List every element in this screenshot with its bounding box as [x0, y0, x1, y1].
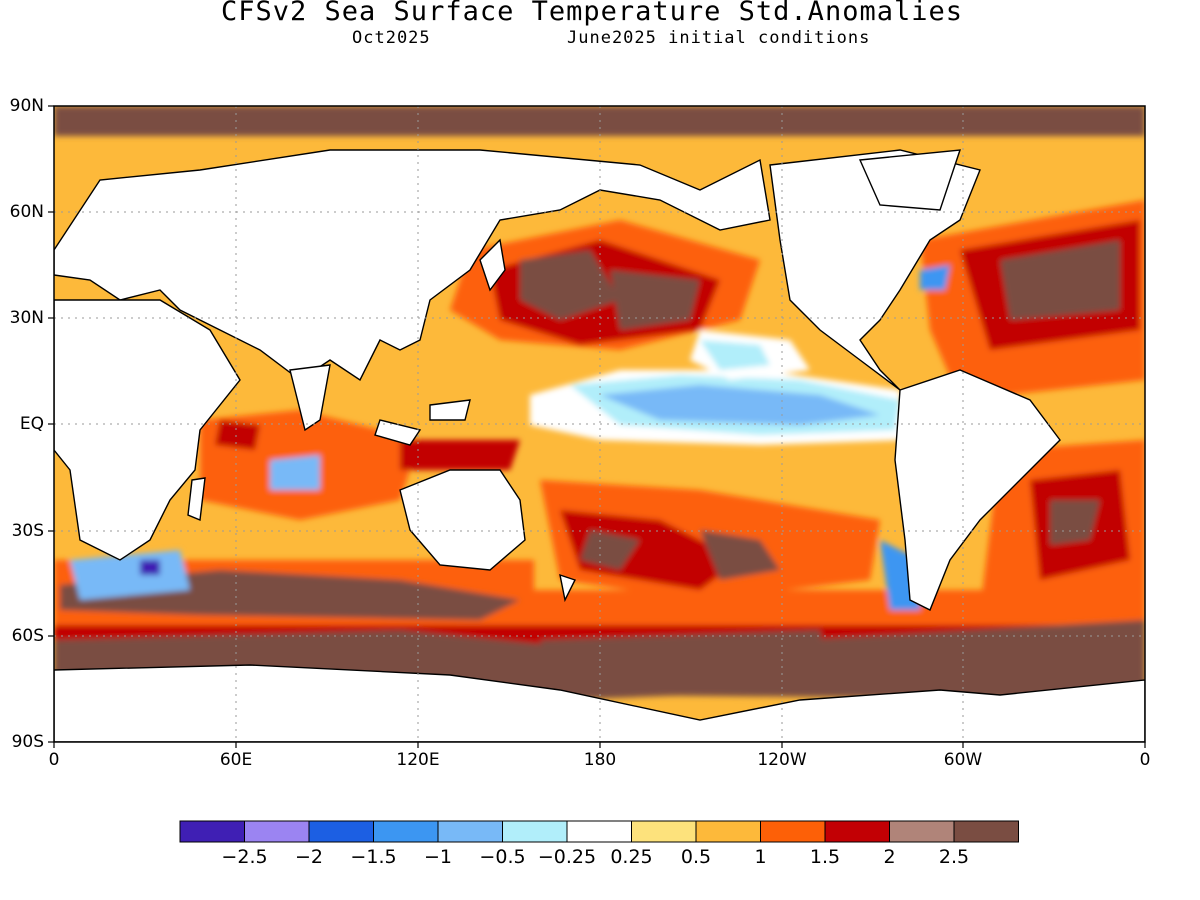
lat-label-90s: 90S — [11, 732, 44, 752]
colorbar-swatch — [760, 820, 826, 843]
lon-label-60w: 60W — [943, 750, 983, 770]
colorbar-label: 0.5 — [680, 846, 712, 868]
lon-label-120e: 120E — [396, 750, 440, 770]
lon-label-120w: 120W — [757, 750, 807, 770]
colorbar-label: −2.5 — [221, 846, 268, 868]
lat-label-90n: 90N — [9, 96, 44, 116]
graticule — [54, 106, 1145, 742]
colorbar-swatch — [824, 820, 890, 843]
lon-label-180: 180 — [583, 750, 617, 770]
colorbar-swatch — [179, 820, 245, 843]
colorbar-label: −0.5 — [479, 846, 526, 868]
colorbar-label: −2 — [294, 846, 324, 868]
lat-label-eq: EQ — [19, 414, 44, 434]
colorbar-swatch — [695, 820, 761, 843]
lat-label-60n: 60N — [9, 202, 44, 222]
colorbar-label: −0.25 — [537, 846, 597, 868]
land-masses — [54, 149, 1145, 742]
colorbar-label: 2.5 — [938, 846, 970, 868]
lon-label-60e: 60E — [219, 750, 253, 770]
lat-label-60s: 60S — [11, 626, 44, 646]
map-title: CFSv2 Sea Surface Temperature Std.Anomal… — [221, 0, 963, 27]
colorbar-label: −1 — [423, 846, 453, 868]
initial-conditions: June2025 initial conditions — [567, 28, 871, 48]
colorbar-swatch — [437, 820, 503, 843]
colorbar-label: 1.5 — [809, 846, 841, 868]
colorbar — [179, 820, 1019, 843]
colorbar-swatch — [373, 820, 439, 843]
colorbar-swatch — [244, 820, 310, 843]
colorbar-label: 1 — [754, 846, 767, 868]
lon-label-0-left: 0 — [48, 750, 60, 770]
colorbar-swatch — [308, 820, 374, 843]
colorbar-label: 2 — [883, 846, 896, 868]
colorbar-swatch — [502, 820, 568, 843]
anomaly-field — [54, 106, 1145, 700]
lat-label-30s: 30S — [11, 521, 44, 541]
colorbar-swatch — [889, 820, 955, 843]
colorbar-label: 0.25 — [610, 846, 653, 868]
colorbar-swatch — [953, 820, 1019, 843]
colorbar-swatch — [566, 820, 632, 843]
colorbar-swatch — [631, 820, 697, 843]
lat-label-30n: 30N — [9, 308, 44, 328]
lon-label-0-right: 0 — [1139, 750, 1151, 770]
forecast-month: Oct2025 — [352, 28, 431, 48]
colorbar-label: −1.5 — [350, 846, 397, 868]
